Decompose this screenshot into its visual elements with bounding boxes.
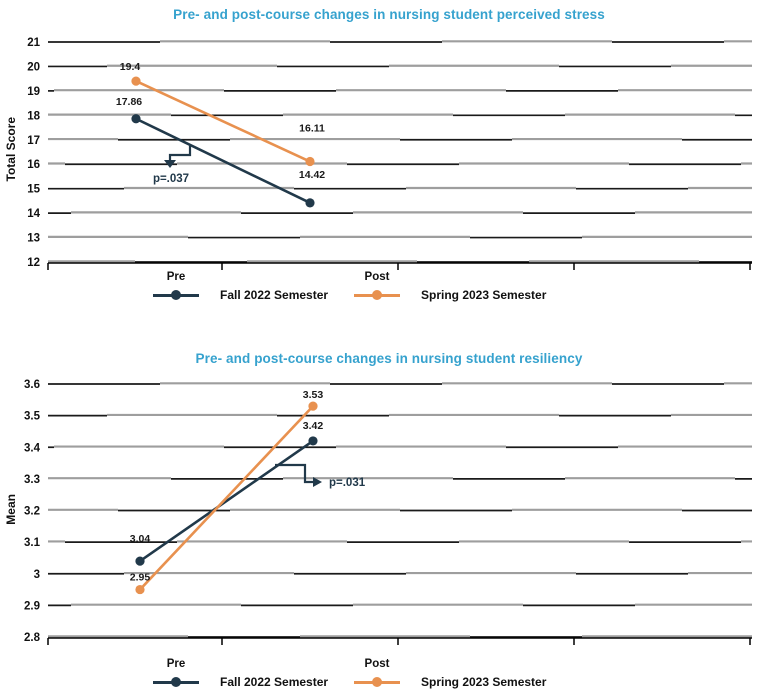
fall-series-label: Fall 2022 Semester	[220, 675, 329, 689]
series-0-point	[308, 436, 318, 446]
y-tick-label: 15	[27, 184, 40, 196]
y-tick-label: 20	[27, 61, 40, 73]
series-0-line	[134, 117, 312, 205]
y-tick-label: 3	[34, 569, 40, 581]
y-tick-label: 16	[27, 159, 40, 171]
spring-series-dot	[372, 290, 382, 300]
stress-plot-area: 21 20 19 18 17 16 15 14 13 12 17.86 14.42 19.4 16.11 p…	[27, 37, 752, 270]
value-label: 19.4	[120, 61, 141, 73]
series-1-point	[131, 76, 141, 86]
spring-series-label: Spring 2023 Semester	[421, 288, 547, 302]
series-0-line	[138, 439, 315, 563]
series-0-point	[131, 114, 141, 124]
y-tick-label: 3.4	[24, 442, 41, 454]
value-label: 17.86	[116, 96, 142, 108]
resiliency-chart-title: Pre- and post-course changes in nursing …	[195, 351, 583, 366]
y-tick-label: 3.1	[24, 537, 41, 549]
category-label-pre: Pre	[166, 658, 186, 670]
value-label: 14.42	[299, 169, 325, 181]
resiliency-chart: Pre- and post-course changes in nursing …	[0, 343, 778, 700]
significance-arrowhead	[164, 160, 176, 168]
spring-series-marker	[354, 290, 400, 300]
spring-series-marker	[354, 677, 400, 687]
fall-series-marker	[153, 677, 199, 687]
y-tick-label: 17	[27, 135, 40, 147]
y-tick-label: 2.9	[24, 600, 40, 612]
value-label: 3.04	[130, 533, 151, 545]
series-1-line	[134, 79, 312, 163]
y-tick-label: 12	[27, 257, 40, 269]
y-tick-label: 3.3	[24, 474, 40, 486]
y-tick-label: 3.5	[24, 411, 41, 423]
resiliency-plot-area: 3.6 3.5 3.4 3.3 3.2 3.1 3 2.9 2.8 3.04 3.42 2.95 3.5…	[24, 379, 752, 645]
category-label-pre: Pre	[166, 271, 186, 283]
series-0-point	[305, 198, 315, 208]
fall-series-dot	[171, 677, 181, 687]
stress-chart-title: Pre- and post-course changes in nursing …	[173, 7, 605, 22]
y-tick-label: 3.2	[24, 506, 40, 518]
p-value-label: p=.037	[153, 173, 189, 185]
significance-connector	[168, 146, 192, 160]
y-tick-label: 19	[27, 86, 40, 98]
series-1-point	[135, 584, 145, 595]
category-label-post: Post	[364, 271, 390, 283]
value-label: 3.42	[303, 420, 324, 432]
series-1-line	[138, 404, 315, 591]
stress-chart: Pre- and post-course changes in nursing …	[0, 0, 778, 343]
fall-series-label: Fall 2022 Semester	[220, 288, 329, 302]
y-tick-label: 21	[27, 37, 40, 49]
y-tick-label: 3.6	[24, 379, 40, 391]
legend-item-fall: Pre Fall 2022 Semester	[153, 271, 328, 302]
y-tick-label: 18	[27, 110, 40, 122]
series-1-point	[305, 156, 315, 167]
legend-item-fall: Pre Fall 2022 Semester	[153, 658, 328, 689]
p-value-label: p=.031	[329, 477, 366, 489]
category-label-post: Post	[364, 658, 390, 670]
value-label: 2.95	[130, 572, 151, 584]
significance-connector	[275, 463, 313, 484]
y-tick-label: 13	[27, 233, 40, 245]
spring-series-label: Spring 2023 Semester	[421, 675, 547, 689]
legend-item-spring: Post Spring 2023 Semester	[354, 271, 546, 302]
series-1-point	[308, 401, 318, 411]
y-tick-label: 14	[27, 208, 40, 220]
fall-series-marker	[153, 290, 199, 300]
significance-arrowhead	[313, 477, 322, 487]
value-label: 3.53	[303, 389, 324, 401]
y-tick-label: 2.8	[24, 632, 41, 644]
legend-item-spring: Post Spring 2023 Semester	[354, 658, 546, 689]
spring-series-dot	[372, 677, 382, 687]
value-label: 16.11	[299, 123, 325, 135]
fall-series-dot	[171, 290, 181, 300]
series-0-point	[135, 556, 145, 566]
